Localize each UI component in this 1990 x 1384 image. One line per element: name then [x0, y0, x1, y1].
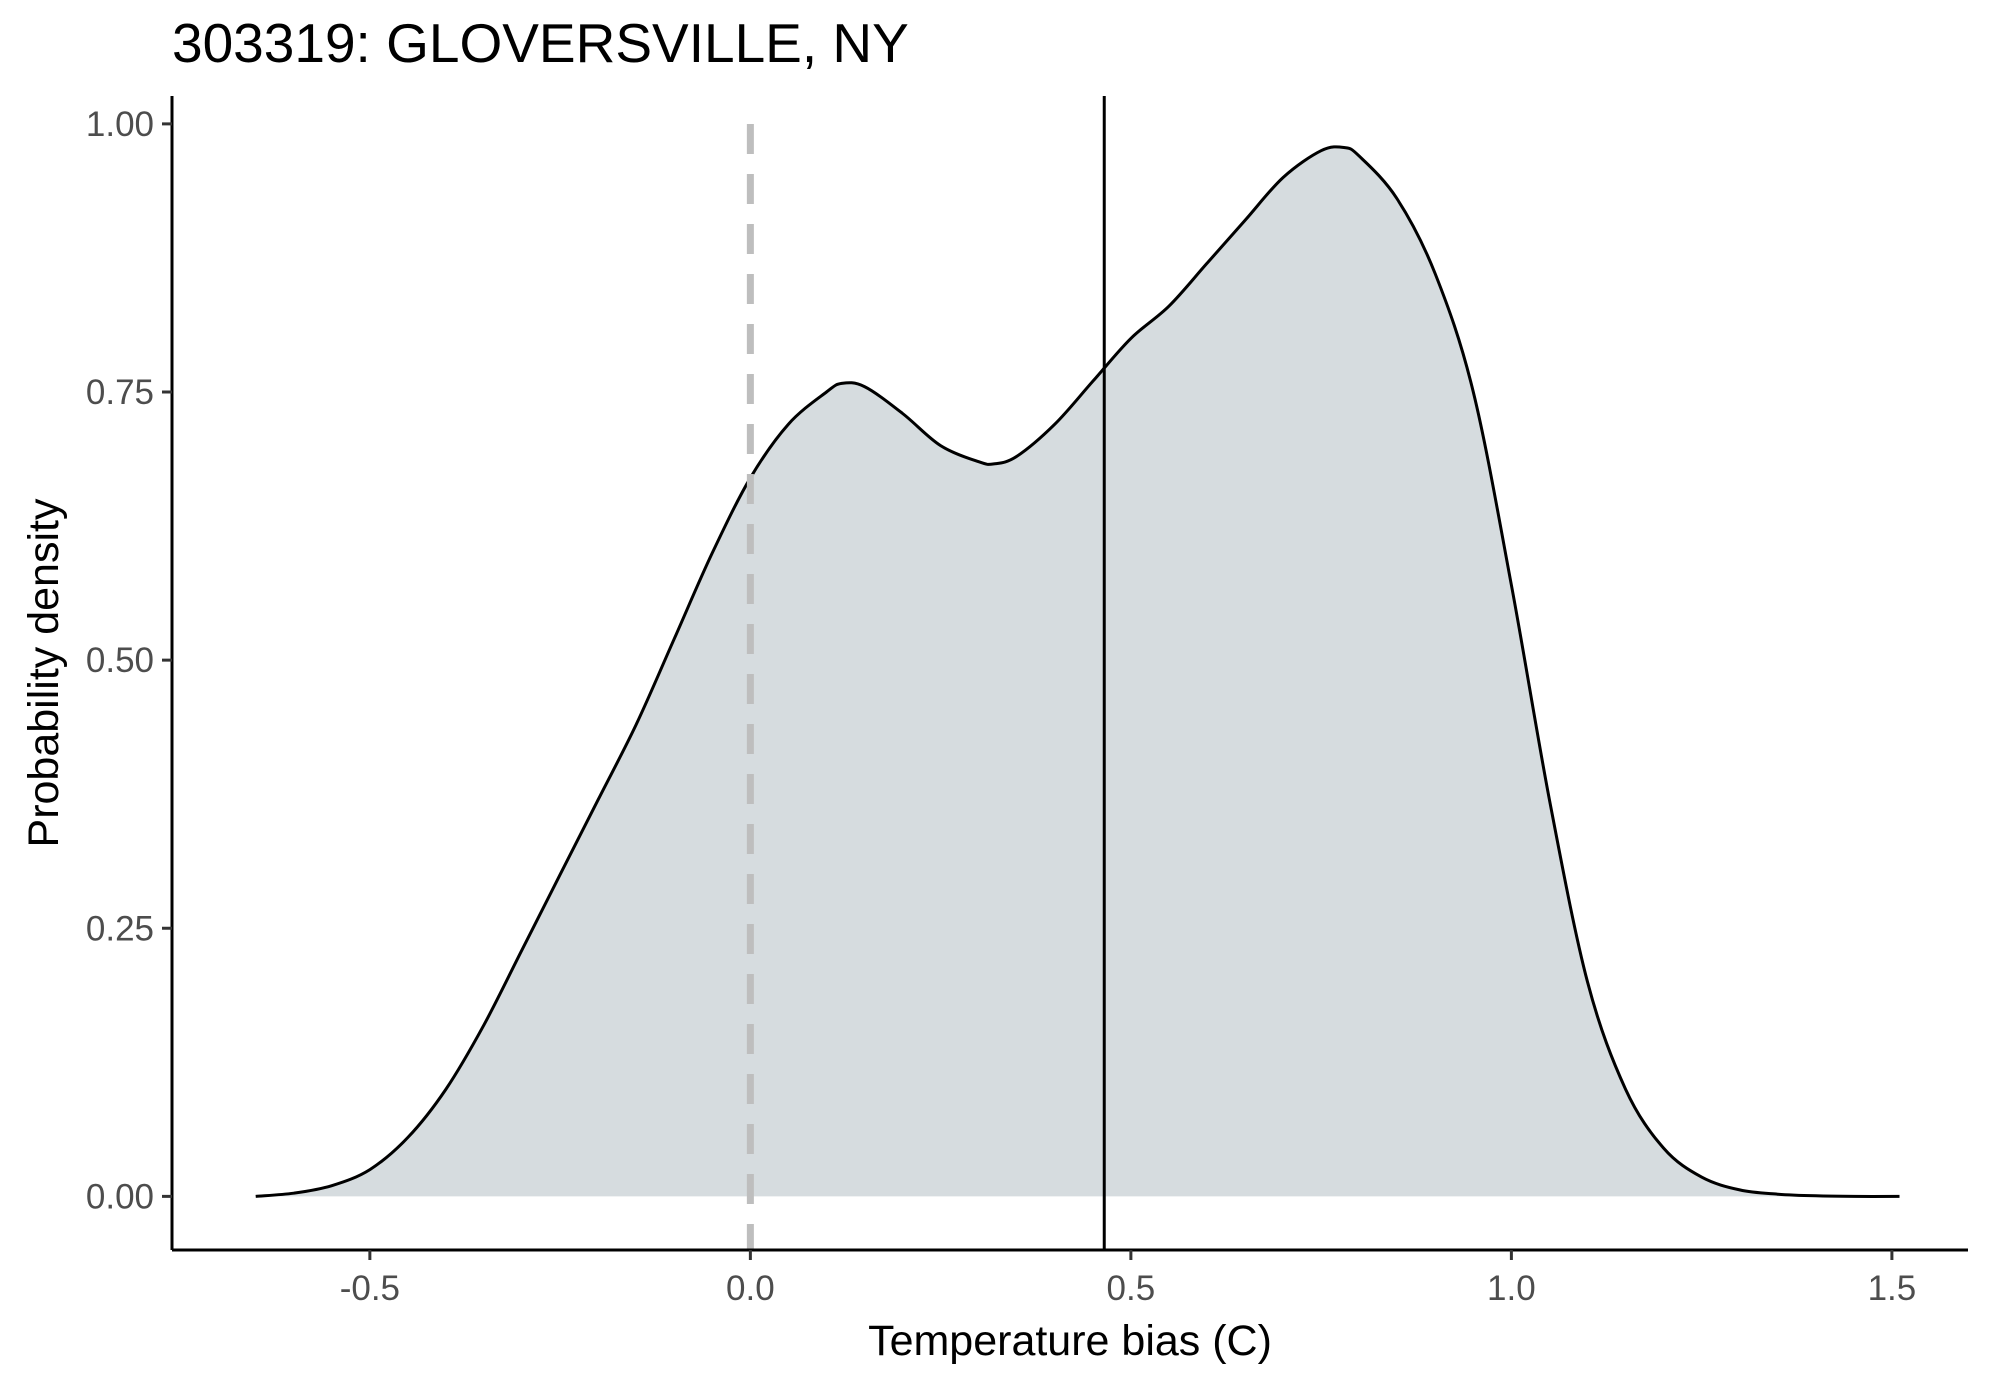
- density-line-0: [255, 145, 1900, 1198]
- x-tick-label: 0.5: [1107, 1269, 1156, 1308]
- x-tick-label: -0.5: [340, 1269, 400, 1308]
- density-area-0: [255, 146, 1900, 1197]
- y-tick-label: 1.00: [86, 105, 154, 144]
- x-tick-label: 0.0: [726, 1269, 775, 1308]
- x-tick-label: 1.0: [1487, 1269, 1536, 1308]
- x-tick-label: 1.5: [1868, 1269, 1917, 1308]
- y-axis-ticks: 0.00 0.25 0.50 0.75 1.00: [86, 105, 172, 1216]
- y-tick-label: 0.25: [86, 909, 154, 948]
- x-axis-ticks: -0.5 0.0 0.5 1.0 1.5: [340, 1250, 1917, 1308]
- y-tick-label: 0.50: [86, 641, 154, 680]
- chart-title: 303319: GLOVERSVILLE, NY: [172, 12, 909, 74]
- y-axis-title: Probability density: [20, 498, 68, 847]
- plot-area: [255, 96, 1900, 1250]
- y-tick-label: 0.75: [86, 373, 154, 412]
- x-axis-title: Temperature bias (C): [868, 1317, 1272, 1365]
- y-tick-label: 0.00: [86, 1177, 154, 1216]
